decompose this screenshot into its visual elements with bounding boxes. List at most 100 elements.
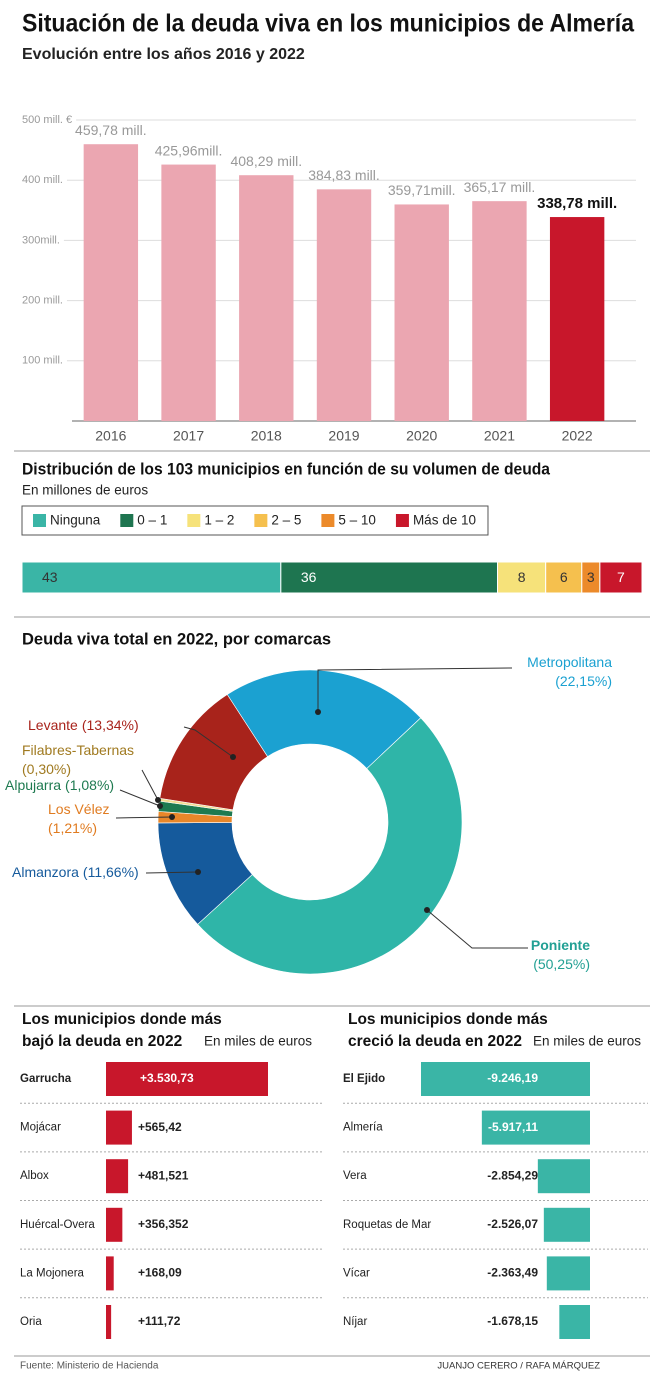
row-label: El Ejido	[343, 1073, 385, 1085]
bar	[559, 1305, 590, 1339]
bar	[546, 1256, 590, 1291]
chart-subtitle: En miles de euros	[204, 1034, 312, 1049]
legend-box	[21, 505, 489, 536]
bar-segment	[21, 561, 282, 594]
value-label: +481,521	[138, 1168, 189, 1182]
table-title: Los municipios donde más bajó la deuda e…	[22, 1011, 222, 1050]
row-label: Vícar	[343, 1267, 370, 1279]
slice-label: Los Vélez (1,21%)	[48, 801, 109, 836]
segment-label: 36	[301, 569, 317, 585]
leader-line	[145, 871, 199, 874]
y-tick-label: 300mill.	[22, 234, 60, 246]
slice-label: Metropolitana (22,15%)	[527, 654, 612, 689]
legend-swatch	[33, 514, 46, 527]
leader-line	[119, 789, 161, 807]
row-label: Vera	[343, 1170, 367, 1182]
leader-dot	[155, 797, 161, 803]
slice-value: (1,21%)	[48, 820, 97, 836]
leader-dot	[157, 803, 163, 809]
chart-subtitle: En millones de euros	[22, 483, 148, 498]
value-label: +168,09	[138, 1266, 182, 1280]
slice-name: Filabres-Tabernas	[22, 742, 134, 758]
bar	[106, 1207, 123, 1242]
slice-label: Levante (13,34%)	[28, 717, 139, 733]
leader-line	[317, 667, 513, 712]
legend-label: 5 – 10	[338, 513, 376, 528]
slice-value: (0,30%)	[22, 761, 71, 777]
slice-name: Poniente	[531, 937, 590, 953]
slice-label: Poniente (50,25%)	[531, 937, 590, 972]
legend-swatch	[321, 514, 335, 527]
bar	[106, 1305, 112, 1339]
legend-swatch	[395, 514, 409, 527]
value-label: +111,72	[138, 1314, 181, 1328]
slice-value: (1,08%)	[65, 777, 114, 793]
value-label: -5.917,11	[488, 1120, 538, 1134]
value-label: -2.363,49	[487, 1266, 538, 1280]
bar	[543, 1207, 590, 1242]
segment-label: 7	[617, 569, 625, 585]
x-tick-label: 2022	[562, 428, 593, 444]
bar-segment	[280, 561, 499, 594]
x-tick-label: 2021	[484, 428, 515, 444]
x-tick-label: 2016	[95, 428, 126, 444]
bar	[316, 189, 372, 421]
legend-swatch	[187, 514, 201, 527]
legend-label: 1 – 2	[204, 513, 234, 528]
legend-label: 0 – 1	[137, 513, 167, 528]
legend-swatch	[120, 514, 134, 527]
slice-value: (50,25%)	[533, 956, 590, 972]
chart-subtitle: Evolución entre los años 2016 y 2022	[22, 46, 305, 63]
slice-name: Metropolitana	[527, 654, 612, 670]
value-label: 365,17 mill.	[464, 179, 536, 195]
leader-line	[115, 816, 173, 819]
chart-title: Distribución de los 103 municipios en fu…	[22, 460, 551, 478]
leader-dot	[315, 709, 321, 715]
leader-line	[426, 909, 528, 949]
slice-value: (13,34%)	[82, 717, 139, 733]
segment-label: 3	[587, 569, 595, 585]
donut-slice	[226, 669, 422, 769]
slice-value: (22,15%)	[555, 673, 612, 689]
y-tick-label: 500 mill. €	[22, 114, 72, 126]
x-tick-label: 2017	[173, 428, 204, 444]
bar	[106, 1110, 132, 1145]
bar	[239, 175, 294, 421]
row-label: Garrucha	[20, 1073, 72, 1085]
slice-label: Filabres-Tabernas (0,30%)	[22, 742, 134, 777]
x-tick-label: 2019	[328, 428, 359, 444]
segment-label: 6	[560, 569, 568, 585]
legend-label: Más de 10	[413, 513, 476, 528]
slice-name: Levante	[28, 717, 78, 733]
bar	[549, 217, 605, 421]
row-label: Níjar	[343, 1316, 367, 1328]
slice-name: Almanzora	[12, 864, 79, 880]
value-label: +3.530,73	[140, 1071, 194, 1085]
table-title: Los municipios donde más creció la deuda…	[348, 1011, 548, 1050]
leader-dot	[195, 869, 201, 875]
bar	[421, 1062, 590, 1096]
row-label: Roquetas de Mar	[343, 1219, 431, 1231]
y-tick-label: 100 mill.	[22, 355, 63, 367]
segment-label: 8	[518, 569, 526, 585]
x-tick-label: 2020	[406, 428, 437, 444]
chart-title: Situación de la deuda viva en los munici…	[22, 10, 635, 38]
value-label: 359,71mill.	[388, 182, 456, 198]
bar-segment	[497, 561, 547, 594]
leader-dot	[169, 814, 175, 820]
credits: JUANJO CERERO / RAFA MÁRQUEZ	[437, 1361, 600, 1372]
value-label: 384,83 mill.	[308, 167, 380, 183]
bar	[472, 201, 527, 421]
donut-slice	[197, 717, 463, 975]
legend-label: 2 – 5	[271, 513, 301, 528]
slice-label: Almanzora (11,66%)	[12, 864, 139, 880]
value-label: 338,78 mill.	[537, 195, 617, 212]
value-label: 459,78 mill.	[75, 122, 147, 138]
bar	[106, 1256, 114, 1291]
row-label: Huércal-Overa	[20, 1219, 95, 1231]
value-label: +356,352	[138, 1217, 189, 1231]
row-label: Almería	[343, 1122, 383, 1134]
row-label: Mojácar	[20, 1122, 61, 1134]
